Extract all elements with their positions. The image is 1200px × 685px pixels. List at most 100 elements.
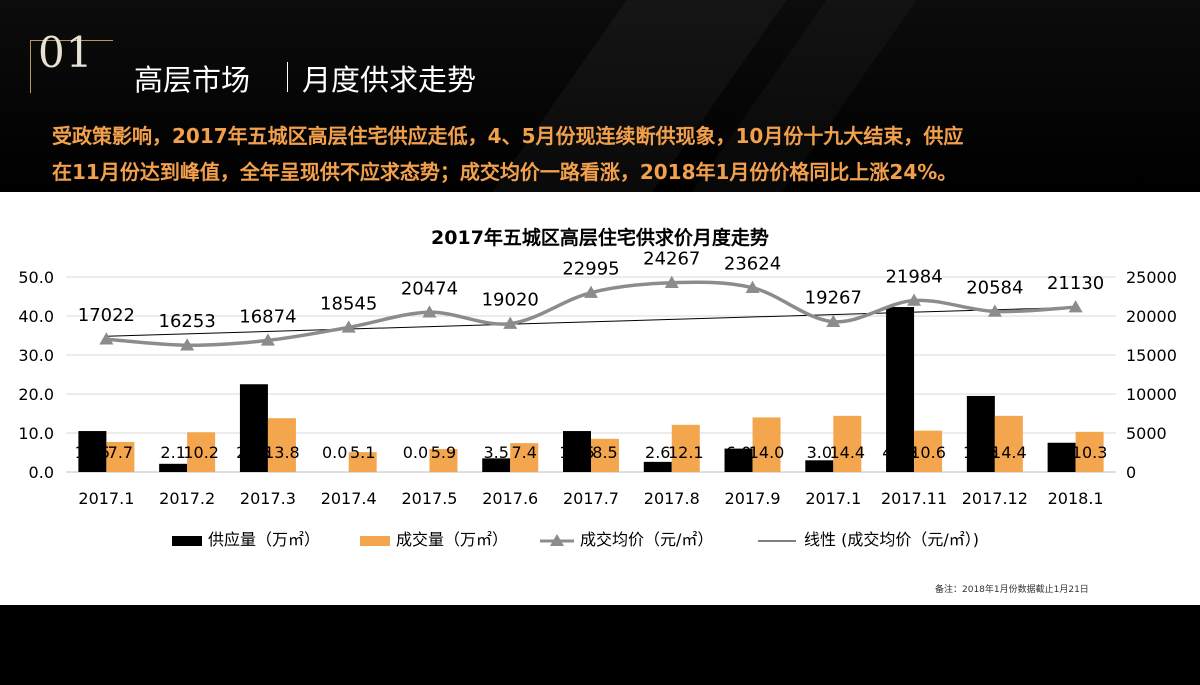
y-left-tick-label: 50.0 xyxy=(18,268,54,287)
legend-price-swatch-marker xyxy=(550,534,564,546)
legend-trend-label: 线性 (成交均价（元/㎡）) xyxy=(804,530,979,549)
x-tick-label: 2017.5 xyxy=(401,489,457,508)
x-tick-label: 2017.11 xyxy=(881,489,947,508)
deal-bar-label: 5.1 xyxy=(350,443,375,462)
y-left-tick-label: 20.0 xyxy=(18,385,54,404)
supply-bar xyxy=(643,461,672,472)
y-left-tick-label: 0.0 xyxy=(29,463,54,482)
supply-bar xyxy=(239,384,268,472)
deal-bar-label: 10.3 xyxy=(1072,443,1108,462)
price-label: 21130 xyxy=(1047,273,1104,294)
price-marker xyxy=(745,280,760,293)
deal-bar xyxy=(833,415,862,472)
deal-bar-label: 10.6 xyxy=(910,443,946,462)
deal-bar-label: 10.2 xyxy=(183,443,219,462)
price-marker xyxy=(341,320,356,333)
section-badge-frame xyxy=(30,40,113,93)
price-label: 17022 xyxy=(78,305,135,326)
trend-line xyxy=(106,306,1076,337)
price-marker xyxy=(503,316,518,329)
deal-bar xyxy=(187,432,216,472)
price-label: 23624 xyxy=(724,254,781,275)
supply-bar-label: 22.5 xyxy=(236,443,272,462)
title-divider xyxy=(287,62,288,92)
chart-panel: 2017年五城区高层住宅供求价月度走势 0.0 10.0 20.0 30.0 40.0 50… xyxy=(0,192,1200,605)
supply-bar-label: 7.5 xyxy=(1049,443,1074,462)
supply-bar-label: 10.5 xyxy=(75,443,111,462)
deal-bar-label: 7.7 xyxy=(108,443,133,462)
price-label: 19267 xyxy=(805,288,862,309)
price-marker xyxy=(584,285,598,298)
y-right-tick-label: 0 xyxy=(1126,463,1136,482)
price-marker xyxy=(422,305,437,318)
supply-bar-label: 3.5 xyxy=(484,443,509,462)
y-left-tick-label: 10.0 xyxy=(18,424,54,443)
deal-bar-label: 13.8 xyxy=(264,443,300,462)
supply-bar xyxy=(78,431,107,472)
price-label: 21984 xyxy=(885,267,942,288)
y-right-tick-label: 20000 xyxy=(1126,307,1177,326)
deal-bar xyxy=(591,438,619,472)
price-marker xyxy=(180,338,195,351)
deal-bar-label: 14.4 xyxy=(829,443,865,462)
price-marker xyxy=(664,275,679,288)
supply-bar-label: 42.3 xyxy=(882,443,918,462)
data-note: 备注：2018年1月份数据截止1月21日 xyxy=(935,585,1089,595)
price-marker xyxy=(907,293,922,306)
supply-bar xyxy=(563,431,591,472)
y-right-tick-label: 5000 xyxy=(1126,424,1167,443)
price-label: 20474 xyxy=(401,278,458,299)
supply-bar xyxy=(805,460,834,472)
description-line-1: 受政策影响，2017年五城区高层住宅供应走低，4、5月份现连续断供现象，10月份… xyxy=(52,124,964,148)
x-tick-label: 2017.1 xyxy=(805,489,861,508)
deal-bar xyxy=(994,415,1023,472)
deal-bar xyxy=(1075,431,1104,472)
price-marker xyxy=(987,304,1002,317)
deal-bar-label: 5.9 xyxy=(431,443,456,462)
supply-bar xyxy=(482,458,511,472)
deal-bar-label: 14.0 xyxy=(749,443,785,462)
description-text: 受政策影响，2017年五城区高层住宅供应走低，4、5月份现连续断供现象，10月份… xyxy=(52,118,1162,190)
deal-bar xyxy=(510,443,539,472)
supply-bar xyxy=(724,448,753,472)
y-right-tick-label: 15000 xyxy=(1126,346,1177,365)
supply-bar xyxy=(966,395,995,472)
x-tick-label: 2017.9 xyxy=(725,489,781,508)
price-label: 20584 xyxy=(966,277,1023,298)
price-marker xyxy=(99,332,114,345)
x-tick-label: 2017.4 xyxy=(321,489,377,508)
x-tick-label: 2017.3 xyxy=(240,489,296,508)
description-line-2: 在11月份达到峰值，全年呈现供不应求态势；成交均价一路看涨，2018年1月份价格… xyxy=(52,160,958,184)
y-left-tick-label: 40.0 xyxy=(18,307,54,326)
y-right-tick-label: 10000 xyxy=(1126,385,1177,404)
x-tick-label: 2017.2 xyxy=(159,489,215,508)
price-label: 16874 xyxy=(239,306,296,327)
price-label: 24267 xyxy=(643,249,700,270)
supply-bar-label: 2.1 xyxy=(160,443,185,462)
legend-supply-swatch xyxy=(172,536,202,546)
deal-bar-label: 8.5 xyxy=(592,443,617,462)
deal-bar-label: 14.4 xyxy=(991,443,1027,462)
supply-bar xyxy=(159,463,188,472)
price-label: 16253 xyxy=(159,311,216,332)
deal-bar xyxy=(914,430,943,472)
section-number: 01 xyxy=(38,28,94,77)
supply-bar-label: 10.5 xyxy=(559,443,595,462)
deal-bar-label: 12.1 xyxy=(668,443,704,462)
supply-bar-label: 0.0 xyxy=(322,443,347,462)
supply-bar-label: 0.0 xyxy=(403,443,428,462)
deal-bar xyxy=(429,448,458,472)
price-marker xyxy=(826,314,841,327)
price-marker xyxy=(260,333,275,346)
y-left-tick-label: 30.0 xyxy=(18,346,54,365)
legend-deal-swatch xyxy=(360,536,390,546)
legend-price-label: 成交均价（元/㎡） xyxy=(580,530,713,549)
supply-bar-label: 2.6 xyxy=(645,443,670,462)
section-title-trend: 月度供求走势 xyxy=(302,63,477,97)
y-right-tick-label: 25000 xyxy=(1126,268,1177,287)
header-band: 01 高层市场 月度供求走势 受政策影响，2017年五城区高层住宅供应走低，4、… xyxy=(0,0,1200,192)
price-label: 19020 xyxy=(482,290,539,311)
x-tick-label: 2017.7 xyxy=(563,489,619,508)
price-label: 18545 xyxy=(320,293,377,314)
price-marker xyxy=(1068,300,1083,313)
